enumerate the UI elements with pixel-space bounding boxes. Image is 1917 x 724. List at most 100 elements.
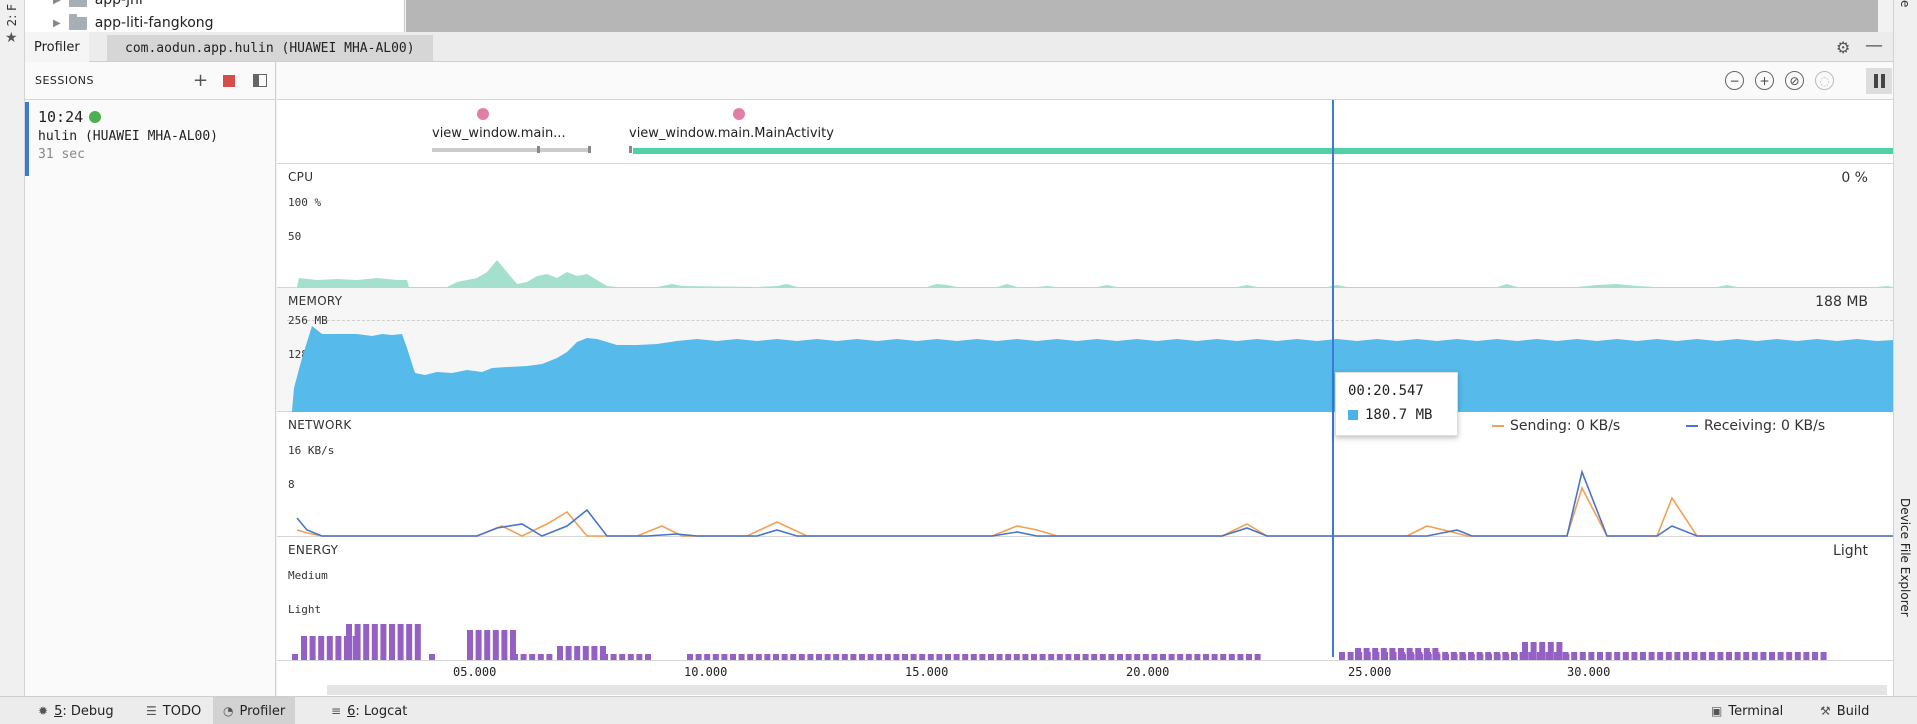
energy-bar bbox=[721, 654, 728, 660]
energy-bar bbox=[380, 624, 387, 660]
tree-item-app-liti-fangkong[interactable]: ▶ app-liti-fangkong bbox=[53, 13, 214, 32]
energy-bar bbox=[1074, 654, 1080, 660]
energy-bar bbox=[565, 646, 572, 660]
event-marker-icon[interactable] bbox=[477, 108, 489, 120]
activity-bar-current[interactable] bbox=[633, 148, 1893, 154]
energy-bar bbox=[501, 630, 508, 660]
cpu-lane[interactable]: CPU 0 % 100 % 50 bbox=[277, 164, 1893, 288]
energy-bar bbox=[346, 624, 352, 660]
energy-bar bbox=[326, 636, 333, 660]
activity-tick bbox=[537, 146, 540, 153]
memory-lane[interactable]: MEMORY 188 MB 256 MB 128 bbox=[277, 288, 1893, 412]
right-tool-tab[interactable]: e bbox=[1898, 0, 1912, 8]
energy-bar bbox=[1717, 652, 1724, 660]
build-tool-button[interactable]: ⚒ Build bbox=[1810, 697, 1879, 724]
expand-arrow-icon[interactable]: ▶ bbox=[53, 0, 61, 6]
legend-sending: Sending: 0 KB/s bbox=[1492, 418, 1620, 434]
energy-bar bbox=[859, 654, 865, 660]
energy-bar bbox=[970, 654, 977, 660]
energy-bar bbox=[867, 654, 874, 660]
energy-bar bbox=[546, 654, 553, 660]
energy-bar bbox=[1056, 654, 1063, 660]
sessions-panel: SESSIONS + 10:24 hulin (HUAWEI MHA-AL00)… bbox=[25, 62, 276, 696]
time-tick: 15.000 bbox=[905, 665, 949, 679]
tree-item-app-jni[interactable]: ▶ app-jni bbox=[53, 0, 143, 8]
energy-bar bbox=[1486, 654, 1492, 660]
gear-icon[interactable]: ⚙ bbox=[1836, 38, 1851, 57]
collapse-panel-icon[interactable] bbox=[253, 74, 267, 87]
energy-bar bbox=[537, 654, 544, 660]
network-lane[interactable]: NETWORK 16 KB/s 8 Sending: 0 KB/s Receiv… bbox=[277, 412, 1893, 537]
energy-bar bbox=[602, 654, 608, 660]
energy-bar bbox=[1794, 652, 1801, 660]
zoom-out-icon[interactable]: − bbox=[1725, 71, 1744, 90]
session-active-indicator bbox=[89, 111, 102, 123]
energy-bar bbox=[996, 654, 1003, 660]
energy-bar bbox=[1389, 648, 1396, 660]
memory-tooltip: 00:20.547 180.7 MB bbox=[1335, 372, 1458, 436]
device-file-explorer-tab[interactable]: Device File Explorer bbox=[1898, 498, 1912, 617]
energy-bar bbox=[1726, 652, 1732, 660]
energy-bar bbox=[1579, 652, 1586, 660]
structure-tool-tab[interactable]: 2: F bbox=[5, 4, 19, 27]
tab-profiler[interactable]: Profiler bbox=[25, 32, 89, 62]
energy-lane[interactable]: ENERGY Light Medium Light bbox=[277, 537, 1893, 661]
event-marker-icon[interactable] bbox=[733, 108, 745, 120]
energy-bar bbox=[1091, 654, 1098, 660]
energy-bar bbox=[1125, 654, 1132, 660]
energy-bar bbox=[1622, 652, 1629, 660]
activity-label[interactable]: view_window.main... bbox=[432, 126, 566, 141]
profiler-tool-button[interactable]: ◔ Profiler bbox=[213, 697, 296, 724]
profiler-timeline[interactable]: − + ⊘ ◌ view_window.main... view_window.… bbox=[277, 62, 1893, 696]
pause-button[interactable] bbox=[1866, 68, 1892, 94]
activity-label[interactable]: view_window.main.MainActivity bbox=[629, 126, 834, 141]
energy-bar bbox=[876, 654, 883, 660]
receiving-label: Receiving: 0 KB/s bbox=[1704, 418, 1826, 434]
zoom-to-selection-icon[interactable]: ◌ bbox=[1815, 71, 1834, 90]
energy-chart bbox=[292, 624, 1827, 660]
cpu-axis-mid: 50 bbox=[288, 230, 302, 243]
energy-bar bbox=[764, 654, 771, 660]
add-session-icon[interactable]: + bbox=[193, 70, 209, 91]
reset-zoom-icon[interactable]: ⊘ bbox=[1785, 71, 1804, 90]
stop-session-icon[interactable] bbox=[223, 75, 235, 87]
debug-shortcut-number: 5 bbox=[54, 703, 63, 719]
energy-bar bbox=[636, 654, 643, 660]
energy-bar bbox=[1614, 652, 1621, 660]
sessions-title: SESSIONS bbox=[35, 74, 95, 87]
todo-tool-button[interactable]: ☰ TODO bbox=[136, 697, 211, 724]
energy-bar bbox=[1082, 654, 1089, 660]
energy-bar bbox=[1588, 652, 1595, 660]
energy-bar bbox=[893, 654, 900, 660]
energy-bar bbox=[1194, 654, 1201, 660]
energy-axis-top: Medium bbox=[288, 569, 328, 582]
events-lane[interactable]: view_window.main... view_window.main.Mai… bbox=[277, 100, 1893, 164]
energy-bar bbox=[798, 654, 805, 660]
memory-usage-chart bbox=[292, 326, 1893, 412]
debug-tool-button[interactable]: ✹ 5: Debug bbox=[28, 697, 124, 724]
energy-bar bbox=[467, 630, 473, 660]
expand-arrow-icon[interactable]: ▶ bbox=[53, 17, 61, 29]
logcat-tool-button[interactable]: ≡ 6: Logcat bbox=[321, 697, 417, 724]
status-bar: ✹ 5: Debug ☰ TODO ◔ Profiler ≡ 6: Logcat… bbox=[0, 696, 1917, 724]
energy-bar bbox=[1134, 654, 1141, 660]
activity-bar-past[interactable] bbox=[432, 148, 591, 152]
minimize-icon[interactable]: — bbox=[1865, 35, 1883, 56]
favorites-star-icon[interactable]: ★ bbox=[5, 30, 18, 46]
energy-bar bbox=[627, 654, 634, 660]
energy-bar bbox=[902, 654, 908, 660]
session-time: 10:24 bbox=[38, 108, 84, 126]
timeline-scrollbar[interactable] bbox=[327, 685, 1887, 695]
session-item[interactable]: 10:24 hulin (HUAWEI MHA-AL00) 31 sec bbox=[25, 102, 275, 176]
energy-bar bbox=[807, 654, 814, 660]
terminal-tool-button[interactable]: ▣ Terminal bbox=[1701, 697, 1793, 724]
zoom-in-icon[interactable]: + bbox=[1755, 71, 1774, 90]
energy-bar bbox=[712, 654, 719, 660]
tab-device-process[interactable]: com.aodun.app.hulin (HUAWEI MHA-AL00) bbox=[107, 35, 433, 61]
time-tick: 10.000 bbox=[684, 665, 728, 679]
energy-bar bbox=[1347, 652, 1354, 660]
energy-bar bbox=[301, 636, 307, 660]
energy-bar bbox=[687, 654, 693, 660]
energy-bar bbox=[1522, 642, 1528, 660]
